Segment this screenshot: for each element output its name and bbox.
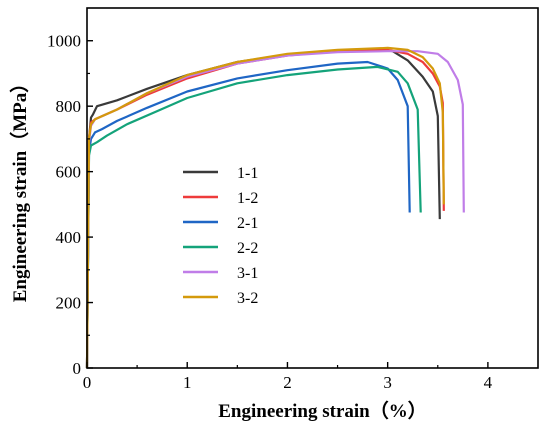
legend-label-3-2: 3-2 <box>237 290 258 307</box>
x-tick-label: 2 <box>283 373 292 392</box>
plot-frame <box>86 7 539 369</box>
legend: 1-1 1-2 2-1 2-2 3-1 3-2 <box>183 165 258 307</box>
series-line-3-1 <box>85 50 465 369</box>
legend-label-1-2: 1-2 <box>237 190 258 207</box>
legend-label-2-2: 2-2 <box>237 240 258 257</box>
y-tick-label: 600 <box>56 163 82 182</box>
legend-label-1-1: 1-1 <box>237 165 258 182</box>
x-tick-label: 1 <box>183 373 192 392</box>
plot-lines <box>85 46 465 369</box>
legend-label-2-1: 2-1 <box>237 215 258 232</box>
y-tick-label: 400 <box>56 228 82 247</box>
y-tick-label: 800 <box>56 97 82 116</box>
x-tick-label: 0 <box>83 373 92 392</box>
series-line-2-2 <box>85 65 422 369</box>
y-tick-label: 0 <box>73 359 82 378</box>
y-tick-label: 1000 <box>47 32 81 51</box>
y-axis-title: Engineering strain（MPa） <box>8 74 31 303</box>
series-line-2-1 <box>85 60 411 369</box>
x-axis-title: Engineering strain（%） <box>218 399 426 422</box>
y-tick-label: 200 <box>56 294 82 313</box>
legend-label-3-1: 3-1 <box>237 265 258 282</box>
x-tick-label: 4 <box>484 373 493 392</box>
x-tick-label: 3 <box>383 373 392 392</box>
series-line-3-2 <box>85 46 445 369</box>
axis-ticks: 0 1 2 3 4 0 200 400 600 800 1000 <box>47 32 493 392</box>
